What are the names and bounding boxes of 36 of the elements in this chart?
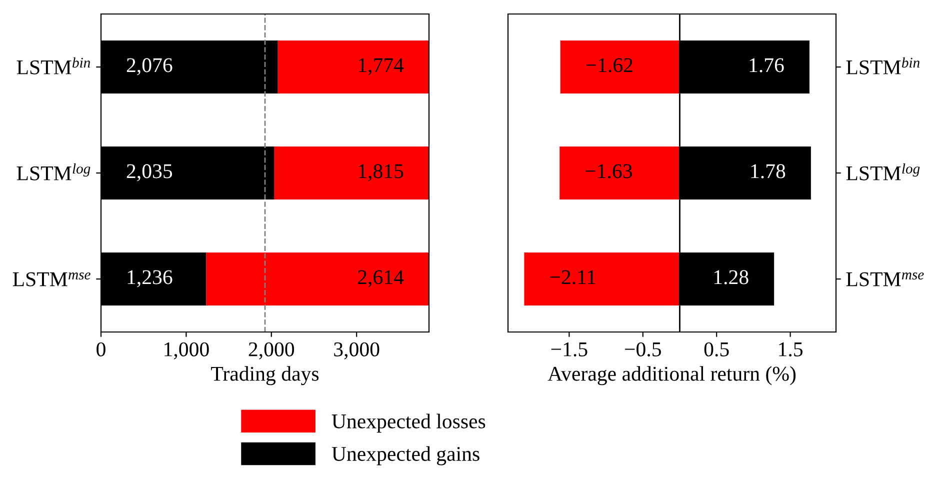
legend-label: Unexpected losses [332, 414, 486, 433]
x-tick-label: 2,000 [248, 342, 294, 360]
bar [560, 146, 680, 200]
x-tick-label: 0 [96, 342, 106, 356]
legend-label: Unexpected gains [332, 446, 480, 466]
x-axis-title: Trading days [211, 366, 319, 386]
data-label: −1.62 [586, 58, 632, 72]
bar [560, 40, 680, 94]
y-tick-label: LSTM$^{bin}$ [16, 57, 90, 74]
y-tick-label: LSTM$^{mse}$ [846, 272, 924, 286]
x-tick-label: 3,000 [334, 342, 380, 360]
x-tick-label: 0.5 [704, 342, 729, 356]
y-tick-label: LSTM$^{log}$ [846, 163, 920, 180]
x-tick-label: 1.5 [779, 342, 803, 356]
data-label: 1,815 [358, 164, 404, 182]
data-label: 1.76 [750, 58, 784, 72]
bar [524, 252, 680, 306]
data-label: 1.28 [714, 270, 748, 284]
data-label: 1.78 [751, 164, 786, 178]
x-tick-label: −1.5 [551, 342, 588, 356]
data-label: 2,035 [126, 164, 172, 182]
y-tick-label: LSTM$^{mse}$ [12, 272, 90, 286]
x-axis-title: Average additional return (%) [548, 366, 796, 386]
bar [274, 146, 429, 200]
y-tick-label: LSTM$^{bin}$ [846, 57, 920, 74]
bar [206, 252, 429, 306]
data-label: 1,774 [358, 58, 404, 76]
data-label: 2,614 [358, 270, 404, 288]
y-tick-label: LSTM$^{log}$ [16, 163, 90, 180]
data-label: −1.63 [586, 164, 632, 178]
data-label: −2.11 [550, 270, 596, 284]
x-tick-label: 1,000 [164, 342, 209, 360]
x-tick-label: −0.5 [625, 342, 661, 356]
bar [278, 40, 429, 94]
data-label: 1,236 [128, 270, 172, 288]
data-label: 2,076 [126, 58, 172, 76]
